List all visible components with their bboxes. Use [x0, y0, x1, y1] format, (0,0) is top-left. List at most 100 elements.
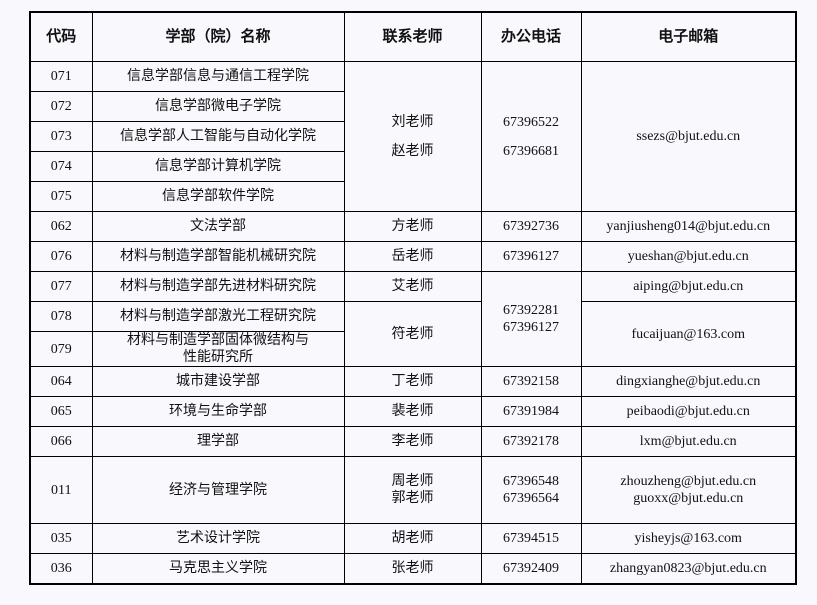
teacher-cell-text: 方老师: [391, 219, 434, 234]
name-cell-text: 信息学部微电子学院: [155, 99, 281, 114]
email-cell: aiping@bjut.edu.cn: [580, 271, 797, 302]
email-cell-text: yueshan@bjut.edu.cn: [627, 249, 749, 264]
phone-cell-text: 67396564: [503, 491, 559, 506]
phone-cell-text: 67396522: [503, 114, 559, 130]
name-cell-text: 马克思主义学院: [169, 561, 267, 576]
email-cell-text: ssezs@bjut.edu.cn: [636, 129, 741, 144]
email-cell-text: yanjiusheng014@bjut.edu.cn: [606, 219, 771, 234]
header-name: 学部（院）名称: [91, 11, 345, 62]
teacher-cell-text: 裴老师: [391, 404, 434, 419]
teacher-cell-text: 胡老师: [391, 531, 434, 546]
name-cell: 艺术设计学院: [91, 523, 345, 554]
teacher-cell-text: 符老师: [391, 326, 434, 342]
header-row: 代码 学部（院）名称 联系老师 办公电话 电子邮箱: [29, 11, 797, 62]
teacher-cell-text: 张老师: [391, 561, 434, 576]
teacher-cell-text: 李老师: [391, 434, 434, 449]
table-row: 065 环境与生命学部 裴老师 67391984 peibaodi@bjut.edu.c…: [29, 396, 797, 427]
teacher-cell: 张老师: [343, 553, 482, 585]
table-row: 066 理学部 李老师 67392178 lxm@bjut.edu.cn: [29, 426, 797, 457]
email-cell: yanjiusheng014@bjut.edu.cn: [580, 211, 797, 242]
code-cell: 062: [29, 211, 93, 242]
phone-cell: 67392281 67396127: [480, 271, 582, 367]
email-cell: peibaodi@bjut.edu.cn: [580, 396, 797, 427]
table-row: 036 马克思主义学院 张老师 67392409 zhangyan0823@bjut.e…: [29, 553, 797, 585]
email-cell: ssezs@bjut.edu.cn: [580, 61, 797, 212]
header-email: 电子邮箱: [580, 11, 797, 62]
name-cell-text: 艺术设计学院: [176, 531, 260, 546]
code-cell: 075: [29, 181, 93, 212]
teacher-cell: 周老师 郭老师: [343, 456, 482, 524]
phone-cell-text: 67396548: [503, 474, 559, 489]
phone-cell-text: 67392409: [503, 561, 559, 576]
phone-cell-text: 67396127: [503, 320, 559, 335]
teacher-cell-text: 刘老师: [391, 114, 434, 130]
table-row: 035 艺术设计学院 胡老师 67394515 yisheyjs@163.com: [29, 523, 797, 554]
teacher-cell: 李老师: [343, 426, 482, 457]
code-cell: 066: [29, 426, 93, 457]
phone-cell: 67392736: [480, 211, 582, 242]
email-cell: lxm@bjut.edu.cn: [580, 426, 797, 457]
email-cell: fucaijuan@163.com: [580, 301, 797, 367]
teacher-cell-text: 周老师: [391, 474, 434, 489]
table-row: 072 信息学部微电子学院: [29, 91, 796, 122]
teacher-cell: 符老师: [343, 301, 482, 367]
name-cell-text: 经济与管理学院: [169, 482, 267, 498]
table-row: 011 经济与管理学院 周老师 郭老师 67396548 67396564 zhouzhen…: [29, 456, 797, 524]
code-cell: 011: [29, 456, 93, 524]
name-cell-text: 文法学部: [190, 219, 246, 234]
name-cell-text: 材料与制造学部激光工程研究院: [120, 309, 316, 324]
teacher-cell: 丁老师: [343, 366, 482, 397]
code-cell: 035: [29, 523, 93, 554]
email-cell-text: aiping@bjut.edu.cn: [633, 279, 744, 294]
phone-cell-text: 67396127: [503, 249, 559, 264]
table-row: 073 信息学部人工智能与自动化学院: [29, 121, 796, 152]
phone-cell-text: 67392158: [503, 374, 559, 389]
table-row: 064 城市建设学部 丁老师 67392158 dingxianghe@bjut.edu…: [29, 366, 797, 397]
teacher-cell: 刘老师 赵老师: [343, 61, 482, 212]
header-teacher: 联系老师: [343, 11, 482, 62]
contact-table: 代码 学部（院）名称 联系老师 办公电话 电子邮箱 071 信息学部信息与通信工程…: [29, 11, 797, 585]
code-cell: 072: [29, 91, 93, 122]
phone-cell: 67391984: [480, 396, 582, 427]
name-cell: 信息学部软件学院: [91, 181, 345, 212]
email-cell: zhouzheng@bjut.edu.cn guoxx@bjut.edu.cn: [580, 456, 797, 524]
table-row: 077 材料与制造学部先进材料研究院 艾老师 67392281 67396127 aipi…: [29, 271, 797, 367]
code-cell: 076: [29, 241, 93, 272]
table-row: 074 信息学部计算机学院: [29, 151, 796, 182]
teacher-cell-text: 丁老师: [391, 374, 434, 389]
name-cell-text: 材料与制造学部智能机械研究院: [120, 249, 316, 264]
name-cell: 材料与制造学部固体微结构与 性能研究所: [91, 331, 345, 367]
email-cell: yueshan@bjut.edu.cn: [580, 241, 797, 272]
name-cell-text: 性能研究所: [183, 350, 253, 365]
phone-cell-text: 67392178: [503, 434, 559, 449]
table-row: 062 文法学部 方老师 67392736 yanjiusheng014@bjut.ed…: [29, 211, 797, 242]
phone-cell: 67392158: [480, 366, 582, 397]
email-cell-text: fucaijuan@163.com: [631, 326, 746, 342]
email-cell: zhangyan0823@bjut.edu.cn: [580, 553, 797, 585]
teacher-cell: 岳老师: [343, 241, 482, 272]
name-cell: 材料与制造学部激光工程研究院: [91, 301, 345, 332]
name-cell: 经济与管理学院: [91, 456, 345, 524]
phone-cell: 67396127: [480, 241, 582, 272]
name-cell-text: 材料与制造学部固体微结构与: [127, 333, 309, 348]
code-cell: 036: [29, 553, 93, 585]
name-cell: 信息学部人工智能与自动化学院: [91, 121, 345, 152]
email-cell: yisheyjs@163.com: [580, 523, 797, 554]
name-cell: 信息学部计算机学院: [91, 151, 345, 182]
phone-cell: 67392409: [480, 553, 582, 585]
email-cell-text: yisheyjs@163.com: [634, 531, 742, 546]
name-cell-text: 信息学部信息与通信工程学院: [127, 69, 309, 84]
name-cell: 文法学部: [91, 211, 345, 242]
teacher-cell-text: 岳老师: [391, 249, 434, 264]
phone-cell: 67394515: [480, 523, 582, 554]
name-cell: 马克思主义学院: [91, 553, 345, 585]
name-cell-text: 理学部: [197, 434, 239, 449]
name-cell: 城市建设学部: [91, 366, 345, 397]
name-cell: 理学部: [91, 426, 345, 457]
phone-cell: 67396548 67396564: [480, 456, 582, 524]
email-cell: dingxianghe@bjut.edu.cn: [580, 366, 797, 397]
code-cell: 079: [29, 331, 93, 367]
table-row: 076 材料与制造学部智能机械研究院 岳老师 67396127 yueshan@bjut…: [29, 241, 797, 272]
code-cell: 064: [29, 366, 93, 397]
phone-cell: 67392178: [480, 426, 582, 457]
